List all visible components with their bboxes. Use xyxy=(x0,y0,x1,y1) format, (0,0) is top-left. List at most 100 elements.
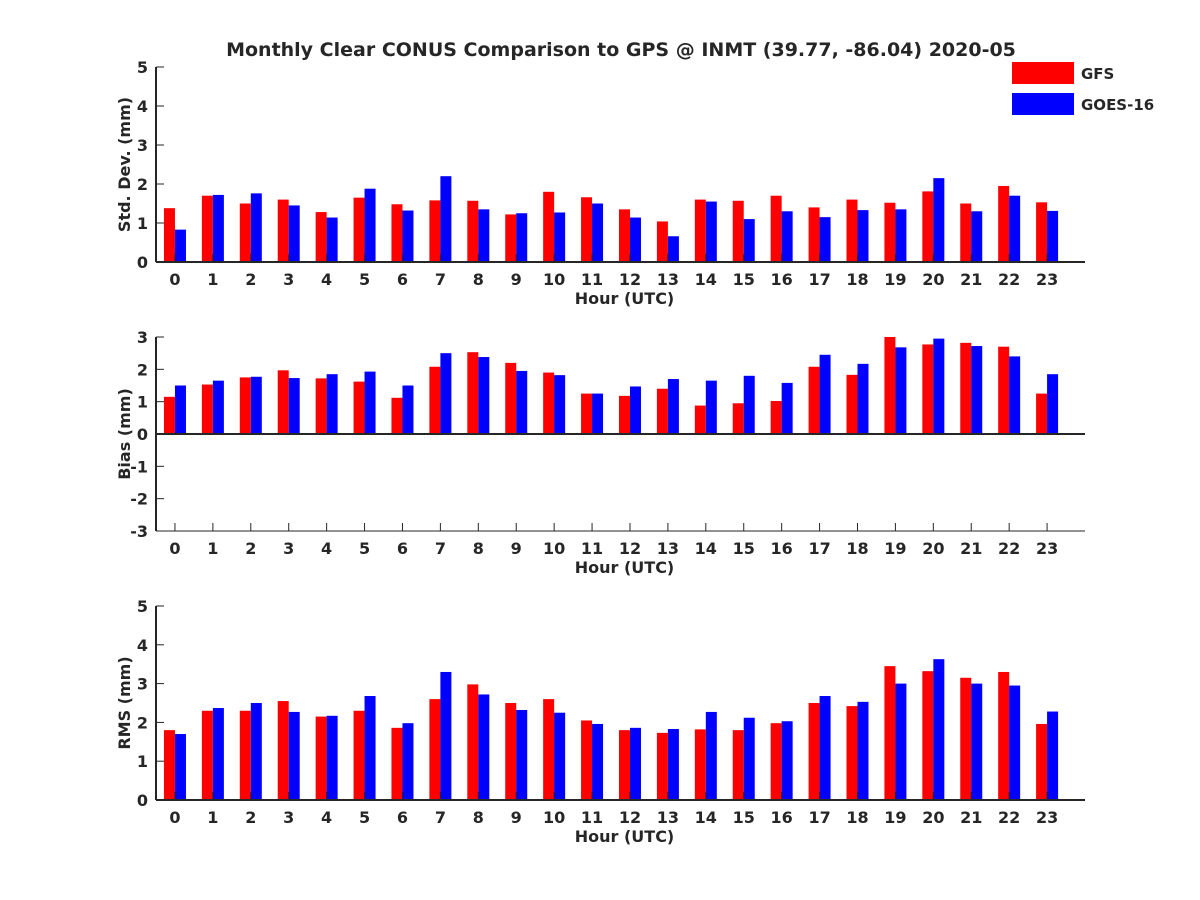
bar-gfs-hour-3 xyxy=(277,199,289,262)
x-tick-label: 6 xyxy=(397,808,408,827)
bar-gfs-hour-23 xyxy=(1036,723,1048,800)
bar-goes-16-hour-7 xyxy=(440,176,452,262)
bar-gfs-hour-13 xyxy=(656,221,668,262)
bar-goes-16-hour-2 xyxy=(250,703,262,800)
bar-gfs-hour-12 xyxy=(618,209,630,262)
bar-gfs-hour-18 xyxy=(846,199,858,262)
y-axis-label: Bias (mm) xyxy=(115,388,134,480)
bar-gfs-hour-16 xyxy=(770,401,782,434)
bar-goes-16-hour-12 xyxy=(629,386,641,434)
bar-gfs-hour-1 xyxy=(201,710,213,800)
x-tick-label: 13 xyxy=(657,539,679,558)
bar-goes-16-hour-4 xyxy=(326,217,338,262)
bar-goes-16-hour-10 xyxy=(554,212,566,262)
bar-goes-16-hour-17 xyxy=(819,217,831,262)
x-tick-label: 8 xyxy=(473,808,484,827)
bar-gfs-hour-8 xyxy=(467,200,479,262)
x-tick-label: 8 xyxy=(473,539,484,558)
y-tick-label: 5 xyxy=(137,58,148,77)
bar-goes-16-hour-15 xyxy=(743,219,755,262)
bar-goes-16-hour-23 xyxy=(1047,210,1059,262)
bar-goes-16-hour-23 xyxy=(1047,711,1059,800)
x-tick-label: 16 xyxy=(771,270,793,289)
x-tick-label: 22 xyxy=(998,270,1020,289)
bar-goes-16-hour-13 xyxy=(667,729,679,800)
x-tick-label: 17 xyxy=(808,539,830,558)
x-tick-label: 1 xyxy=(207,539,218,558)
x-tick-label: 12 xyxy=(619,270,641,289)
bar-goes-16-hour-21 xyxy=(971,211,983,262)
legend-swatch-gfs xyxy=(1012,62,1074,84)
bar-goes-16-hour-17 xyxy=(819,696,831,800)
y-tick-label: -2 xyxy=(130,490,148,509)
bar-goes-16-hour-16 xyxy=(781,721,793,800)
bar-goes-16-hour-5 xyxy=(364,696,376,800)
x-tick-label: 20 xyxy=(922,808,944,827)
x-tick-label: 10 xyxy=(543,808,565,827)
bar-goes-16-hour-3 xyxy=(288,378,300,434)
y-tick-label: -3 xyxy=(130,522,148,541)
bar-goes-16-hour-7 xyxy=(440,353,452,434)
bar-goes-16-hour-6 xyxy=(402,723,414,800)
bar-goes-16-hour-11 xyxy=(592,393,604,434)
bar-goes-16-hour-9 xyxy=(516,213,528,262)
bar-gfs-hour-3 xyxy=(277,370,289,434)
bar-goes-16-hour-13 xyxy=(667,379,679,434)
bar-gfs-hour-17 xyxy=(808,366,820,434)
x-tick-label: 7 xyxy=(435,270,446,289)
y-tick-label: 0 xyxy=(137,425,148,444)
x-tick-label: 23 xyxy=(1036,270,1058,289)
bar-gfs-hour-19 xyxy=(884,666,896,800)
y-tick-label: 5 xyxy=(137,597,148,616)
bar-goes-16-hour-17 xyxy=(819,354,831,434)
bar-goes-16-hour-2 xyxy=(250,376,262,434)
y-tick-label: 3 xyxy=(137,328,148,347)
bar-goes-16-hour-1 xyxy=(212,708,224,800)
bar-goes-16-hour-18 xyxy=(857,210,869,262)
bar-goes-16-hour-10 xyxy=(554,712,566,800)
x-tick-label: 4 xyxy=(321,808,332,827)
bar-gfs-hour-7 xyxy=(429,366,441,434)
bar-goes-16-hour-11 xyxy=(592,203,604,262)
bar-gfs-hour-0 xyxy=(163,730,175,800)
bar-gfs-hour-5 xyxy=(353,710,365,800)
bar-gfs-hour-11 xyxy=(581,720,593,800)
bar-gfs-hour-9 xyxy=(505,214,517,262)
bar-gfs-hour-4 xyxy=(315,716,327,800)
y-axis-label: RMS (mm) xyxy=(115,656,134,749)
bar-goes-16-hour-3 xyxy=(288,711,300,800)
bar-goes-16-hour-5 xyxy=(364,371,376,434)
x-tick-label: 14 xyxy=(695,808,717,827)
bar-gfs-hour-4 xyxy=(315,212,327,262)
x-tick-label: 17 xyxy=(808,270,830,289)
bar-gfs-hour-18 xyxy=(846,706,858,800)
x-tick-label: 2 xyxy=(245,808,256,827)
x-tick-label: 22 xyxy=(998,808,1020,827)
x-tick-label: 4 xyxy=(321,270,332,289)
x-tick-label: 3 xyxy=(283,808,294,827)
bar-gfs-hour-12 xyxy=(618,730,630,800)
y-tick-label: 0 xyxy=(137,791,148,810)
x-tick-label: 0 xyxy=(169,270,180,289)
bar-goes-16-hour-22 xyxy=(1009,195,1021,262)
bar-gfs-hour-5 xyxy=(353,197,365,262)
x-tick-label: 23 xyxy=(1036,808,1058,827)
bar-goes-16-hour-11 xyxy=(592,723,604,800)
bar-gfs-hour-10 xyxy=(543,372,555,434)
bar-gfs-hour-15 xyxy=(732,730,744,800)
x-tick-label: 8 xyxy=(473,270,484,289)
bar-goes-16-hour-18 xyxy=(857,701,869,800)
bar-gfs-hour-21 xyxy=(960,342,972,434)
x-tick-label: 13 xyxy=(657,808,679,827)
y-tick-label: 4 xyxy=(137,97,148,116)
x-tick-label: 0 xyxy=(169,808,180,827)
x-tick-label: 0 xyxy=(169,539,180,558)
y-tick-label: 3 xyxy=(137,675,148,694)
bar-goes-16-hour-12 xyxy=(629,217,641,262)
bar-gfs-hour-3 xyxy=(277,701,289,800)
x-tick-label: 6 xyxy=(397,270,408,289)
bar-gfs-hour-9 xyxy=(505,703,517,800)
bar-gfs-hour-11 xyxy=(581,393,593,434)
